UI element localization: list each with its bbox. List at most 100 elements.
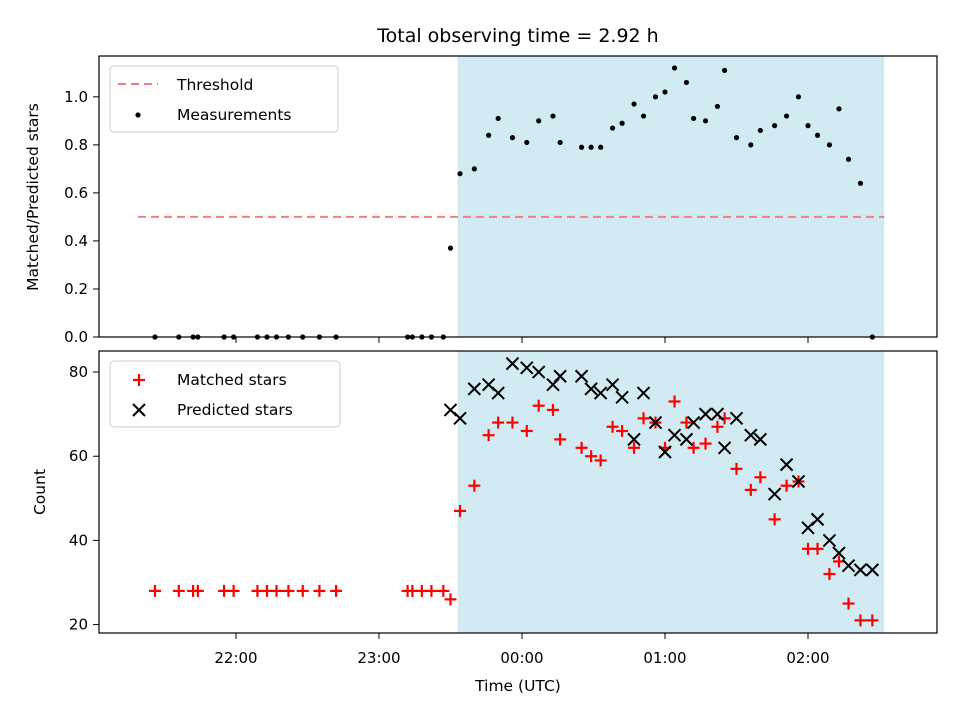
y-tick-label: 0.6 <box>64 184 88 202</box>
predicted-star-point <box>658 445 672 459</box>
x-tick-label: 00:00 <box>500 649 543 667</box>
predicted-star-point <box>648 415 663 430</box>
measurement-point <box>721 67 728 74</box>
legend-threshold-label: Threshold <box>176 76 253 94</box>
matched-star-point <box>854 614 867 627</box>
matched-star-point <box>444 593 457 606</box>
measurement-point <box>495 115 501 122</box>
predicted-star-point <box>453 411 467 426</box>
measurement-point <box>772 123 778 129</box>
measurement-point <box>447 245 454 251</box>
predicted-star-point <box>698 407 713 421</box>
predicted-star-point <box>791 474 806 489</box>
x-axis-label: Time (UTC) <box>474 677 561 695</box>
top-panel-frame <box>98 55 938 338</box>
matched-star-point <box>711 420 724 433</box>
legend-matched-label: Matched stars <box>177 371 287 389</box>
measurement-point <box>795 94 802 100</box>
measurement-point <box>814 132 821 138</box>
bottom-panel-shaded-window <box>457 351 885 633</box>
measurement-point <box>588 144 594 150</box>
matched-star-point <box>482 429 495 442</box>
measurement-point <box>783 113 790 119</box>
legend-predicted-label: Predicted stars <box>177 401 293 419</box>
matched-star-point <box>699 437 712 450</box>
predicted-star-point <box>605 377 620 392</box>
predicted-star-point <box>865 563 880 577</box>
predicted-star-point <box>553 369 567 383</box>
matched-star-point <box>506 416 519 429</box>
measurement-point <box>619 120 625 126</box>
predicted-star-point <box>710 407 725 421</box>
top-y-axis-label: Matched/Predicted stars <box>24 103 42 291</box>
predicted-star-point <box>615 390 629 405</box>
matched-star-point <box>668 395 681 408</box>
measurement-point <box>714 103 721 110</box>
measurement-point <box>578 144 585 150</box>
measurement-point <box>486 132 492 138</box>
predicted-star-point <box>667 428 682 442</box>
y-tick-label: 40 <box>69 531 88 549</box>
measurement-point <box>805 123 811 129</box>
measurement-point <box>524 139 530 146</box>
matched-star-point <box>532 399 545 412</box>
y-tick-label: 0.2 <box>64 280 88 298</box>
matched-star-point <box>637 412 650 425</box>
y-tick-label: 20 <box>69 616 88 634</box>
x-tick-label: 01:00 <box>643 649 686 667</box>
predicted-star-point <box>717 441 732 455</box>
matched-star-point <box>554 433 567 446</box>
top-y-ticks: 0.0 0.2 0.4 0.6 0.8 1.0 <box>64 88 99 346</box>
matched-star-point <box>585 450 598 463</box>
matched-star-point <box>768 513 781 526</box>
matched-star-point <box>227 584 240 597</box>
chart-title: Total observing time = 2.92 h <box>376 25 658 47</box>
measurement-point <box>845 156 852 162</box>
predicted-star-point <box>767 487 782 501</box>
measurement-point <box>609 125 616 131</box>
predicted-star-point <box>574 369 589 383</box>
matched-star-point <box>468 479 481 492</box>
matched-star-point <box>270 584 283 597</box>
legend-predicted-swatch <box>132 403 146 417</box>
y-tick-label: 60 <box>69 447 88 465</box>
matched-star-point <box>296 584 309 597</box>
measurement-point <box>471 166 477 172</box>
measurement-point <box>691 115 697 122</box>
predicted-star-point <box>627 432 641 447</box>
measurement-point <box>662 89 668 95</box>
bottom-panel: 20 40 60 80 22:00 23:00 00:00 01:00 02:00 Count… <box>31 350 938 695</box>
predicted-star-point <box>853 563 868 577</box>
matched-star-point <box>575 441 588 454</box>
matched-star-point <box>842 597 855 610</box>
matched-star-point <box>730 462 743 475</box>
predicted-star-point <box>779 457 794 472</box>
matched-star-point <box>811 542 824 555</box>
x-tick-label: 23:00 <box>357 649 400 667</box>
predicted-star-point <box>636 386 651 400</box>
matched-star-point <box>594 454 607 467</box>
measurement-point <box>733 135 740 141</box>
matched-star-point <box>330 584 343 597</box>
measurement-point <box>836 106 842 112</box>
measurement-point <box>598 144 604 150</box>
matched-star-point <box>148 584 161 597</box>
measurement-point <box>509 135 516 141</box>
measurement-point <box>631 101 637 107</box>
matched-star-point <box>823 568 836 581</box>
measurement-point <box>702 118 709 124</box>
top-legend: Threshold Measurements <box>109 65 339 133</box>
legend-matched-swatch <box>133 374 145 386</box>
y-tick-label: 1.0 <box>64 88 88 106</box>
matched-star-point <box>520 424 533 437</box>
measurement-point <box>748 142 754 148</box>
predicted-star-point <box>841 558 856 573</box>
measurement-points <box>152 65 875 340</box>
top-panel: 0.0 0.2 0.4 0.6 0.8 1.0 Matched/Predicted sta… <box>24 55 938 346</box>
y-tick-label: 80 <box>69 363 88 381</box>
matched-star-point <box>754 471 767 484</box>
predicted-star-point <box>531 365 546 379</box>
matched-star-point <box>866 614 879 627</box>
matched-star-point <box>616 424 629 437</box>
legend-measurements-label: Measurements <box>177 106 292 124</box>
